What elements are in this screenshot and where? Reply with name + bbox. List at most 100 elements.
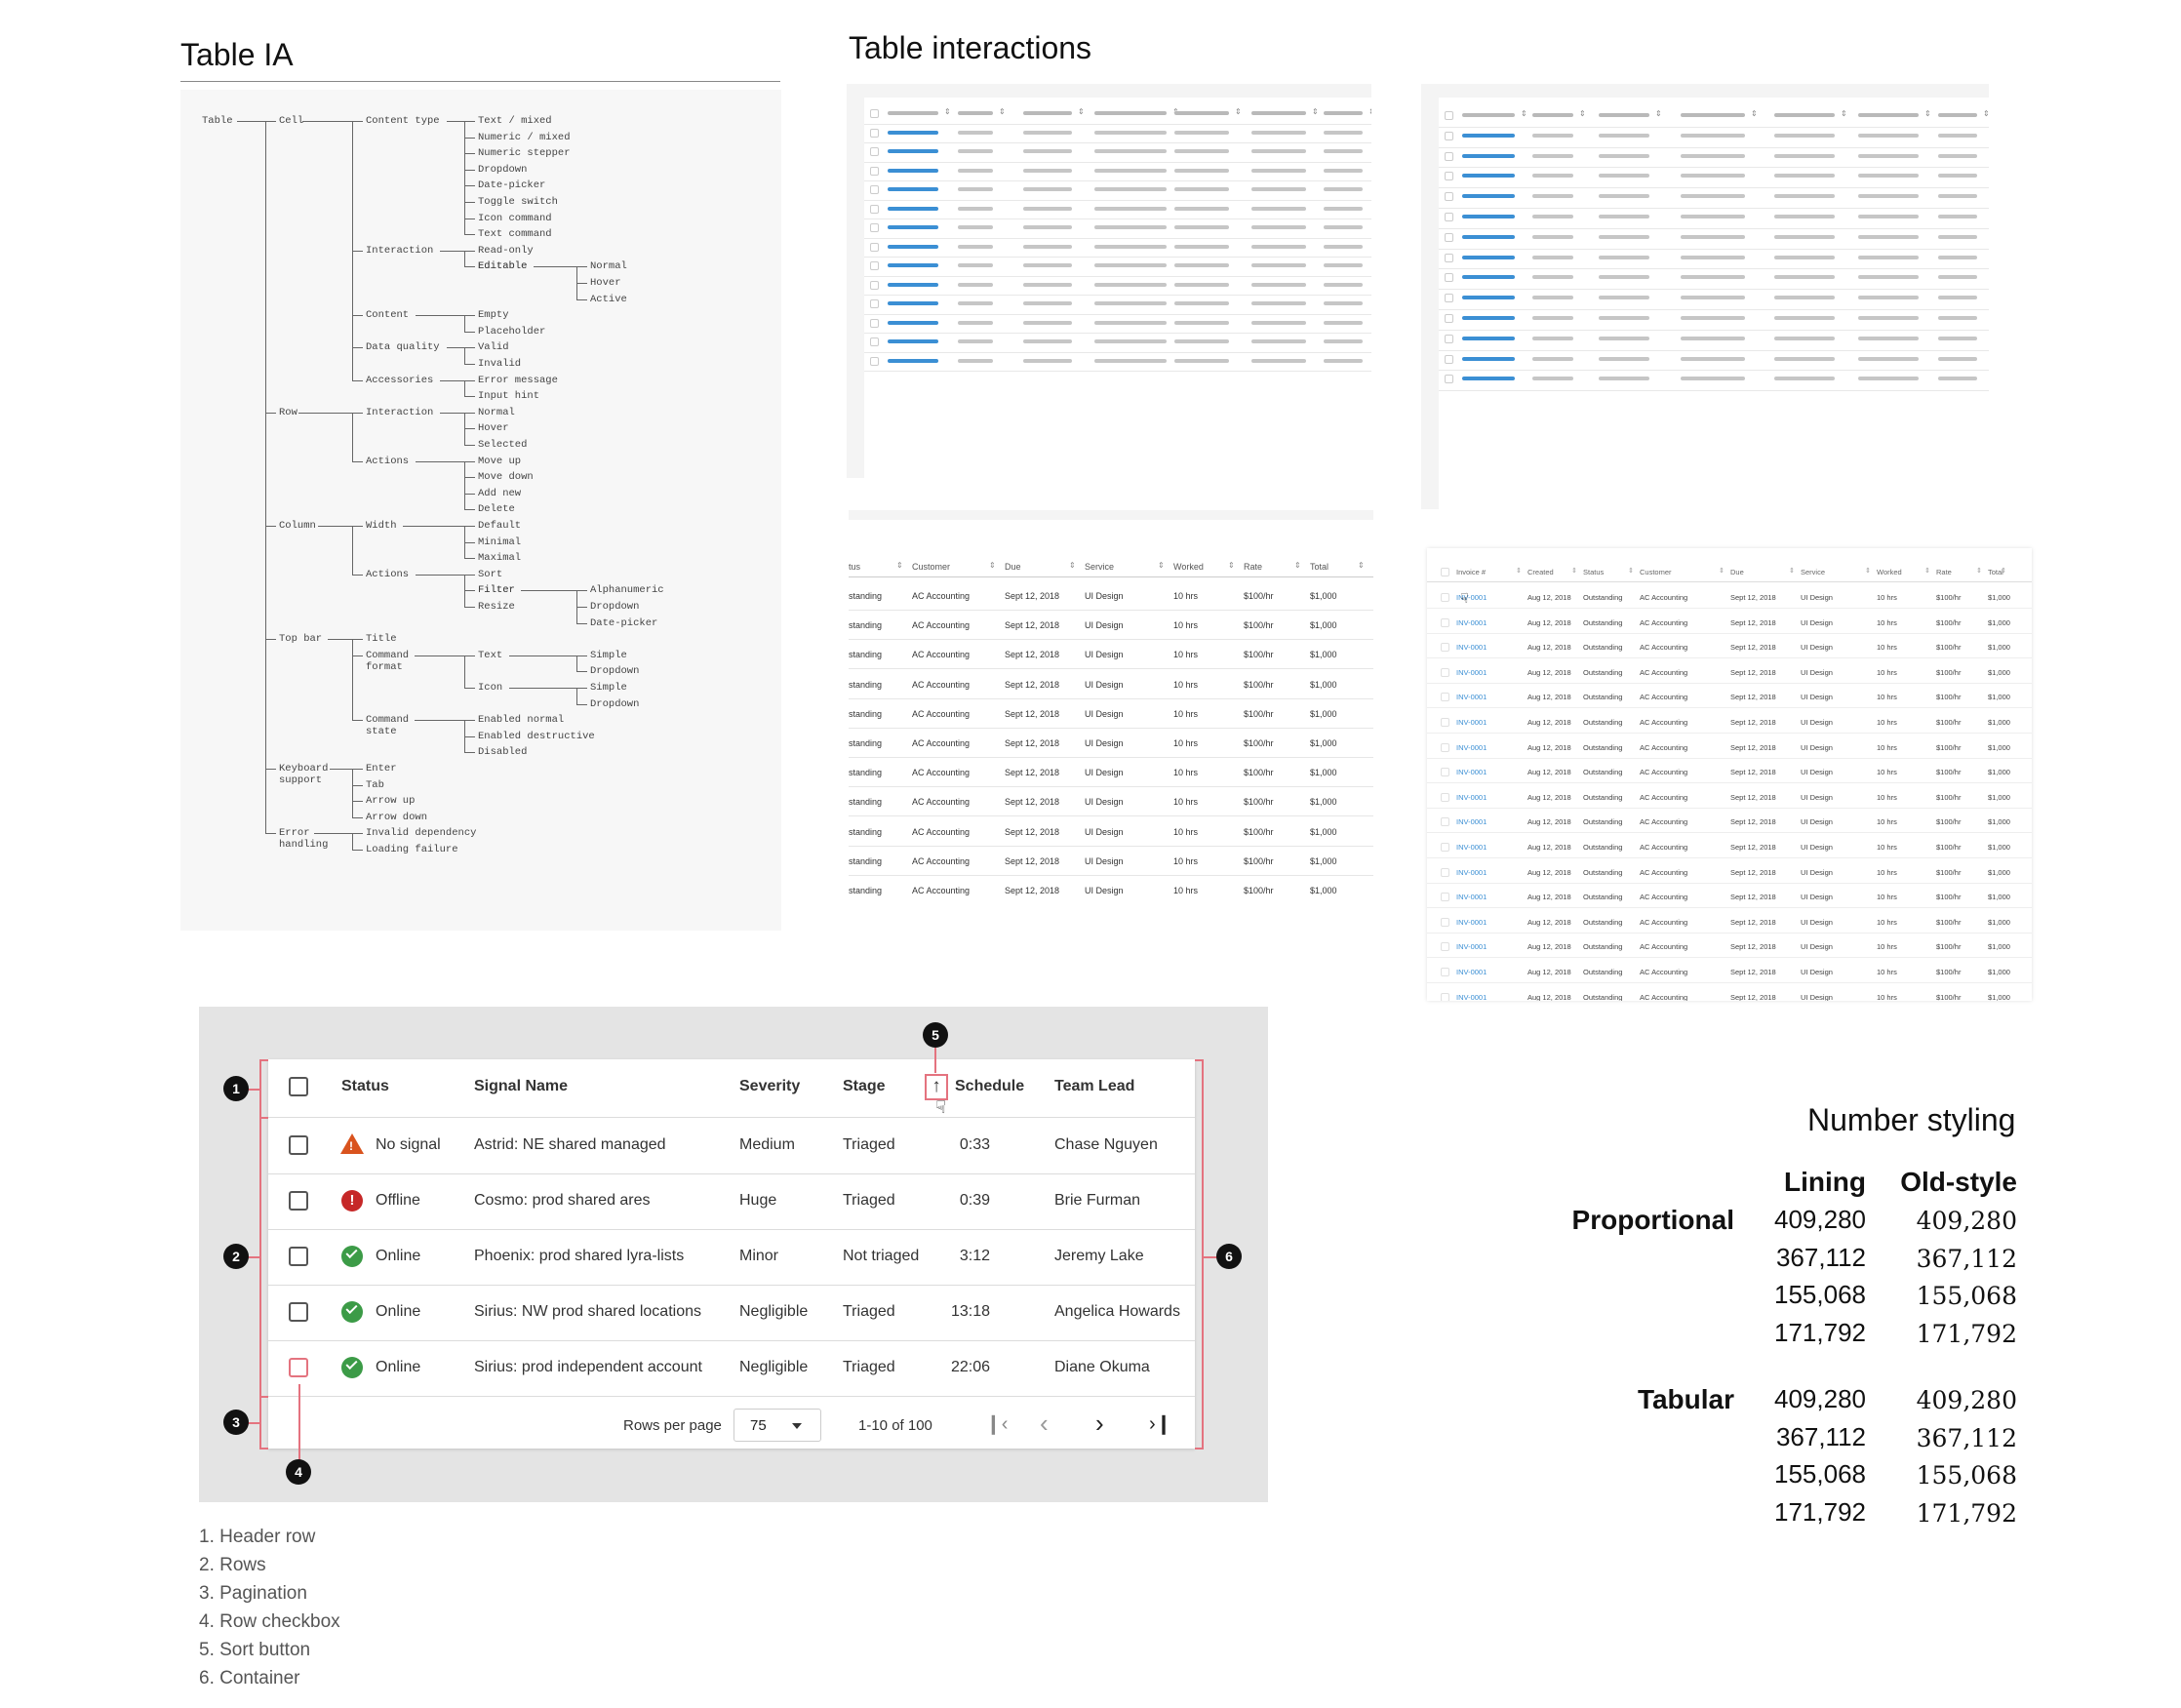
first-page-icon[interactable]: ❙‹ xyxy=(985,1413,1009,1435)
skeleton-checkbox[interactable] xyxy=(870,242,879,252)
invoice-link[interactable]: INV-0001 xyxy=(1456,968,1487,976)
row-checkbox[interactable] xyxy=(1441,617,1449,627)
sort-caret-icon[interactable]: ⇕ xyxy=(1358,561,1365,570)
row-checkbox[interactable] xyxy=(1441,843,1449,852)
skeleton-checkbox[interactable] xyxy=(870,356,879,366)
skeleton-checkbox[interactable] xyxy=(870,261,879,270)
invoice-link[interactable]: INV-0001 xyxy=(1456,917,1487,927)
row-checkbox[interactable] xyxy=(1441,968,1449,976)
sort-caret-icon[interactable]: ⇕ xyxy=(1924,568,1930,575)
prev-page-icon[interactable]: ‹ xyxy=(1040,1409,1049,1438)
row-checkbox[interactable] xyxy=(289,1358,308,1377)
invoice-link[interactable]: INV-0001 xyxy=(1456,792,1487,802)
invoice-link[interactable]: INV-0001 xyxy=(1456,643,1487,653)
row-checkbox[interactable] xyxy=(1441,817,1449,827)
invoice-link[interactable]: INV-0001 xyxy=(1456,593,1487,602)
row-checkbox[interactable] xyxy=(1441,643,1449,653)
sort-caret-icon[interactable]: ⇕ xyxy=(1628,568,1634,575)
skeleton-checkbox[interactable] xyxy=(870,338,879,346)
row-checkbox[interactable] xyxy=(1441,718,1449,727)
tree-connector xyxy=(265,769,276,770)
skeleton-checkbox[interactable] xyxy=(1445,253,1453,262)
skeleton-checkbox[interactable] xyxy=(1445,334,1453,343)
sort-caret-icon[interactable]: ⇕ xyxy=(1571,568,1577,575)
sort-caret-icon[interactable]: ⇕ xyxy=(989,561,996,570)
invoice-link[interactable]: INV-0001 xyxy=(1456,817,1487,827)
invoice-link[interactable]: INV-0001 xyxy=(1456,942,1487,952)
invoice-link[interactable]: INV-0001 xyxy=(1456,867,1487,877)
sort-caret-icon[interactable]: ⇕ xyxy=(1719,568,1725,575)
invoice-link[interactable]: INV-0001 xyxy=(1456,893,1487,902)
skeleton-checkbox[interactable] xyxy=(1445,273,1453,283)
tree-connector xyxy=(464,460,465,511)
skeleton-checkbox[interactable] xyxy=(1445,232,1453,242)
skeleton-checkbox[interactable] xyxy=(870,128,879,138)
row-checkbox[interactable] xyxy=(1441,942,1449,952)
skeleton-checkbox[interactable] xyxy=(1445,213,1453,221)
skeleton-cell-bar xyxy=(1599,153,1649,158)
invoice-link[interactable]: INV-0001 xyxy=(1456,667,1487,677)
sort-caret-icon[interactable]: ⇕ xyxy=(1865,568,1871,575)
skeleton-cell-bar xyxy=(958,168,993,173)
select-all-checkbox[interactable] xyxy=(289,1077,308,1096)
select-all-checkbox[interactable] xyxy=(1441,568,1449,576)
skeleton-checkbox[interactable] xyxy=(870,204,879,214)
col-header: Rate xyxy=(1936,568,1952,576)
skeleton-checkbox[interactable] xyxy=(870,185,879,194)
skeleton-checkbox[interactable] xyxy=(1445,375,1453,384)
invoice-link[interactable]: INV-0001 xyxy=(1456,768,1487,777)
skeleton-checkbox[interactable] xyxy=(1445,314,1453,323)
skeleton-checkbox[interactable] xyxy=(870,147,879,156)
skeleton-checkbox[interactable] xyxy=(1445,131,1453,140)
sort-caret-icon[interactable]: ⇕ xyxy=(1228,561,1235,570)
row-checkbox[interactable] xyxy=(1441,742,1449,752)
invoice-link[interactable]: INV-0001 xyxy=(1456,843,1487,852)
row-checkbox[interactable] xyxy=(289,1135,308,1155)
invoice-link[interactable]: INV-0001 xyxy=(1456,742,1487,752)
row-checkbox[interactable] xyxy=(1441,593,1449,602)
invoice-link[interactable]: INV-0001 xyxy=(1456,693,1487,702)
invoice-link[interactable]: INV-0001 xyxy=(1456,992,1487,1001)
row-checkbox[interactable] xyxy=(1441,867,1449,877)
table-cell: 10 hrs xyxy=(1877,667,1897,677)
next-page-icon[interactable]: › xyxy=(1095,1409,1104,1438)
skeleton-checkbox[interactable] xyxy=(870,166,879,176)
row-checkbox[interactable] xyxy=(1441,792,1449,802)
row-checkbox[interactable] xyxy=(1441,667,1449,677)
sort-caret-icon[interactable]: ⇕ xyxy=(896,561,903,570)
sort-caret-icon[interactable]: ⇕ xyxy=(1516,568,1522,575)
sort-caret-icon[interactable]: ⇕ xyxy=(1976,568,1982,575)
skeleton-checkbox[interactable] xyxy=(870,280,879,290)
row-checkbox[interactable] xyxy=(289,1302,308,1322)
sort-caret-icon[interactable]: ⇕ xyxy=(1069,561,1076,570)
row-checkbox[interactable] xyxy=(289,1247,308,1266)
skeleton-checkbox[interactable] xyxy=(870,318,879,328)
skeleton-checkbox[interactable] xyxy=(1445,294,1453,303)
schedule: 0:39 xyxy=(959,1192,990,1209)
skeleton-checkbox[interactable] xyxy=(870,109,879,118)
skeleton-checkbox[interactable] xyxy=(1445,172,1453,181)
sort-caret-icon[interactable]: ⇕ xyxy=(1789,568,1795,575)
row-checkbox[interactable] xyxy=(1441,893,1449,902)
skeleton-checkbox[interactable] xyxy=(1445,354,1453,364)
sort-button[interactable]: ↑ xyxy=(925,1074,948,1100)
skeleton-checkbox[interactable] xyxy=(870,299,879,308)
skeleton-cell-bar xyxy=(1938,113,1977,117)
sort-caret-icon[interactable]: ⇕ xyxy=(2001,568,2006,575)
row-checkbox[interactable] xyxy=(1441,768,1449,777)
row-checkbox[interactable] xyxy=(1441,992,1449,1001)
invoice-link[interactable]: INV-0001 xyxy=(1456,718,1487,727)
skeleton-checkbox[interactable] xyxy=(870,223,879,232)
skeleton-checkbox[interactable] xyxy=(1445,192,1453,202)
row-checkbox[interactable] xyxy=(1441,693,1449,702)
invoice-link[interactable]: INV-0001 xyxy=(1456,617,1487,627)
sort-caret-icon[interactable]: ⇕ xyxy=(1158,561,1165,570)
sort-caret-icon[interactable]: ⇕ xyxy=(1294,561,1301,570)
row-checkbox[interactable] xyxy=(1441,917,1449,927)
skeleton-checkbox[interactable] xyxy=(1445,111,1453,120)
cursor-hand-icon: ☟ xyxy=(935,1097,946,1117)
skeleton-checkbox[interactable] xyxy=(1445,151,1453,161)
last-page-icon[interactable]: ›❙ xyxy=(1149,1413,1172,1435)
rows-per-page-select[interactable]: 75 xyxy=(734,1409,821,1442)
row-checkbox[interactable] xyxy=(289,1191,308,1211)
